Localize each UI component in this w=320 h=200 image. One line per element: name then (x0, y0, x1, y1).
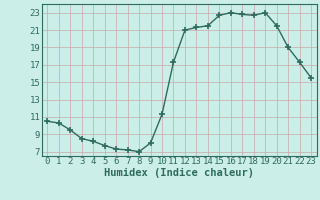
X-axis label: Humidex (Indice chaleur): Humidex (Indice chaleur) (104, 168, 254, 178)
